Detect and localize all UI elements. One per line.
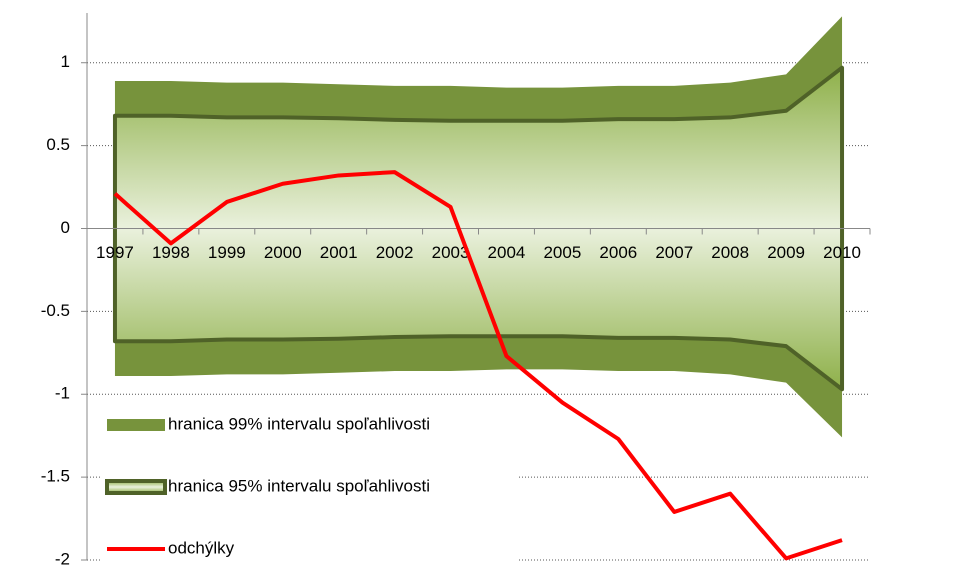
y-tick-label: 0 [61,218,70,237]
y-tick-label: -0.5 [41,301,70,320]
y-tick-label: -1 [55,384,70,403]
x-tick-label: 2000 [264,243,302,262]
x-tick-label: 2008 [711,243,749,262]
legend-box [100,398,518,576]
x-tick-label: 2001 [320,243,358,262]
x-tick-label: 2009 [767,243,805,262]
legend-label: odchýlky [168,538,235,557]
x-tick-label: 2002 [376,243,414,262]
x-tick-label: 1997 [96,243,134,262]
legend-label: hranica 99% intervalu spoľahlivosti [168,414,430,433]
x-tick-label: 2005 [543,243,581,262]
legend-swatch [107,419,165,431]
x-tick-label: 1999 [208,243,246,262]
legend-swatch [105,479,167,495]
deviation-line [113,170,843,561]
x-tick-label: 2010 [823,243,861,262]
y-tick-label: -2 [55,549,70,568]
x-tick-label: 2004 [488,243,526,262]
y-tick-label: 0.5 [46,135,70,154]
x-tick-label: 2003 [432,243,470,262]
y-tick-label: 1 [61,52,70,71]
x-tick-label: 2007 [655,243,693,262]
x-tick-label: 1998 [152,243,190,262]
y-tick-label: -1.5 [41,467,70,486]
legend-label: hranica 95% intervalu spoľahlivosti [168,476,430,495]
x-tick-label: 2006 [599,243,637,262]
